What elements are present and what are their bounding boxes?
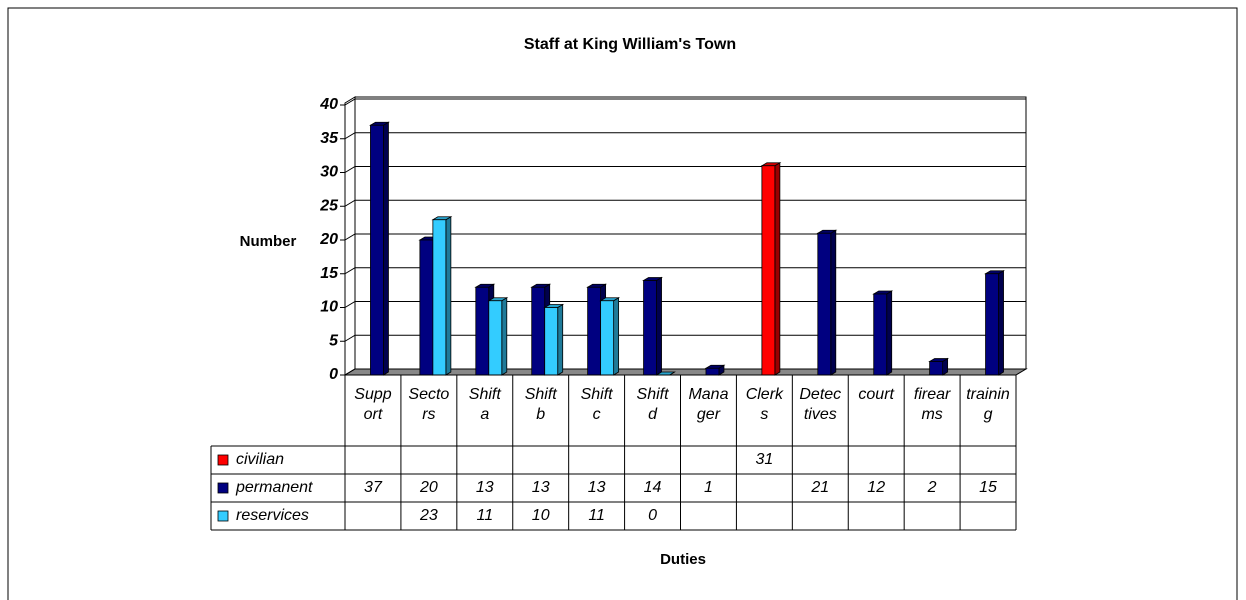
table-value: 0 <box>648 507 657 524</box>
category-label: Shift d <box>636 386 669 423</box>
bar-side <box>613 297 620 376</box>
table-value: 2 <box>927 479 937 496</box>
bar-side <box>774 162 781 376</box>
table-value: 14 <box>644 479 662 496</box>
y-tick-label: 10 <box>320 299 338 316</box>
bar-side <box>998 270 1004 376</box>
table-value: 13 <box>476 479 494 496</box>
bar <box>370 124 384 376</box>
grid-line <box>344 233 1026 241</box>
category-label: court <box>858 386 894 403</box>
table-value: 31 <box>755 451 773 468</box>
bar-side <box>557 303 564 376</box>
table-value: 15 <box>979 479 997 496</box>
legend-label: civilian <box>236 451 284 468</box>
bar-side <box>656 276 662 376</box>
category-label: firearms <box>913 386 951 423</box>
table-value: 12 <box>867 479 885 496</box>
grid-line <box>344 166 1026 173</box>
table-value: 20 <box>419 479 438 496</box>
y-tick-label: 20 <box>319 231 338 248</box>
table-value: 21 <box>810 479 829 496</box>
bar <box>817 232 832 376</box>
y-tick-label: 25 <box>319 197 339 214</box>
y-tick-label: 40 <box>319 96 338 113</box>
bar <box>761 165 776 376</box>
legend-swatch <box>217 454 229 466</box>
bar <box>873 293 888 376</box>
bar <box>432 219 447 376</box>
category-label: Sectors <box>408 386 450 423</box>
category-label: Detectives <box>799 386 842 423</box>
category-label: training <box>966 386 1010 423</box>
y-axis-label: Number <box>240 233 297 250</box>
bar <box>600 300 615 376</box>
category-label: Clerks <box>745 386 784 423</box>
grid-line <box>344 199 1026 207</box>
bar <box>544 307 559 376</box>
bar-side <box>830 229 837 376</box>
legend-label: permanent <box>235 479 313 496</box>
table-value: 1 <box>704 479 713 496</box>
bar <box>929 361 944 376</box>
y-tick-label: 15 <box>320 265 339 282</box>
legend-swatch <box>217 482 229 494</box>
bar <box>419 239 434 376</box>
bar <box>643 280 657 376</box>
back-wall <box>354 96 1027 370</box>
bar <box>705 367 720 376</box>
grid-line <box>344 301 1026 308</box>
table-value: 11 <box>588 507 605 524</box>
y-tick-label: 0 <box>329 366 338 383</box>
category-label: Support <box>354 386 392 423</box>
bar-side <box>886 290 893 376</box>
category-label: Shift c <box>580 386 613 423</box>
table-value: 23 <box>419 507 438 524</box>
category-label: Shift b <box>524 386 557 423</box>
bar <box>488 300 503 376</box>
grid-line <box>344 334 1026 342</box>
grid-line <box>344 132 1026 140</box>
chart-border <box>7 7 1238 600</box>
bar-side <box>383 121 389 376</box>
grid-line <box>344 98 1026 106</box>
bar <box>531 286 546 376</box>
bar <box>475 286 490 376</box>
table-value: 37 <box>364 479 383 496</box>
table-value: 10 <box>532 507 550 524</box>
table-value: 13 <box>532 479 550 496</box>
y-tick-label: 35 <box>320 130 339 147</box>
y-tick-label: 30 <box>320 164 338 181</box>
table-value: 11 <box>476 507 493 524</box>
side-wall <box>344 96 356 376</box>
y-tick-label: 5 <box>329 332 339 349</box>
legend-swatch <box>217 510 229 522</box>
x-axis-label: Duties <box>660 551 706 568</box>
bar-side <box>501 297 508 376</box>
bar-side <box>445 216 452 376</box>
category-label: Manager <box>688 386 729 423</box>
legend-label: reservices <box>236 507 309 524</box>
bar <box>985 273 999 376</box>
grid-line <box>344 368 1026 376</box>
table-value: 13 <box>588 479 606 496</box>
category-label: Shift a <box>468 386 501 423</box>
grid-line <box>344 267 1026 275</box>
bar <box>587 286 602 376</box>
chart-title: Staff at King William's Town <box>524 36 736 53</box>
